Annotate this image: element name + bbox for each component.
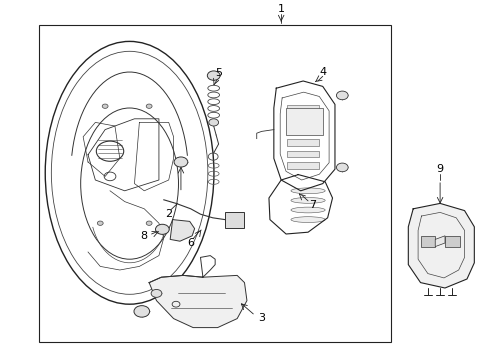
Polygon shape — [407, 203, 473, 288]
Bar — [286, 139, 318, 146]
Circle shape — [97, 221, 103, 225]
Polygon shape — [420, 236, 434, 247]
Circle shape — [146, 221, 152, 225]
Bar — [286, 105, 318, 111]
Text: 3: 3 — [258, 312, 264, 323]
Bar — [285, 108, 322, 135]
Circle shape — [207, 71, 220, 80]
Circle shape — [146, 104, 152, 108]
Polygon shape — [444, 236, 459, 247]
Circle shape — [336, 91, 347, 100]
Polygon shape — [149, 275, 246, 328]
Bar — [39, 25, 390, 342]
Text: 7: 7 — [309, 200, 316, 210]
Ellipse shape — [290, 188, 325, 194]
Text: 8: 8 — [141, 231, 147, 241]
Circle shape — [134, 306, 149, 317]
Circle shape — [336, 163, 347, 172]
Text: 4: 4 — [319, 67, 325, 77]
Circle shape — [174, 157, 187, 167]
Ellipse shape — [290, 198, 325, 203]
Text: 5: 5 — [215, 68, 222, 78]
Bar — [286, 116, 318, 123]
Text: 2: 2 — [165, 209, 172, 219]
Text: 9: 9 — [436, 164, 443, 174]
Circle shape — [155, 224, 169, 234]
Ellipse shape — [290, 217, 325, 222]
Bar — [224, 212, 243, 228]
Polygon shape — [170, 220, 194, 241]
Bar — [286, 162, 318, 169]
Circle shape — [151, 289, 162, 297]
Bar — [286, 151, 318, 157]
Ellipse shape — [290, 207, 325, 213]
Polygon shape — [434, 236, 444, 247]
Bar — [286, 128, 318, 134]
Circle shape — [102, 104, 108, 108]
Text: 1: 1 — [277, 4, 284, 14]
Circle shape — [208, 119, 218, 126]
Text: 6: 6 — [187, 238, 194, 248]
